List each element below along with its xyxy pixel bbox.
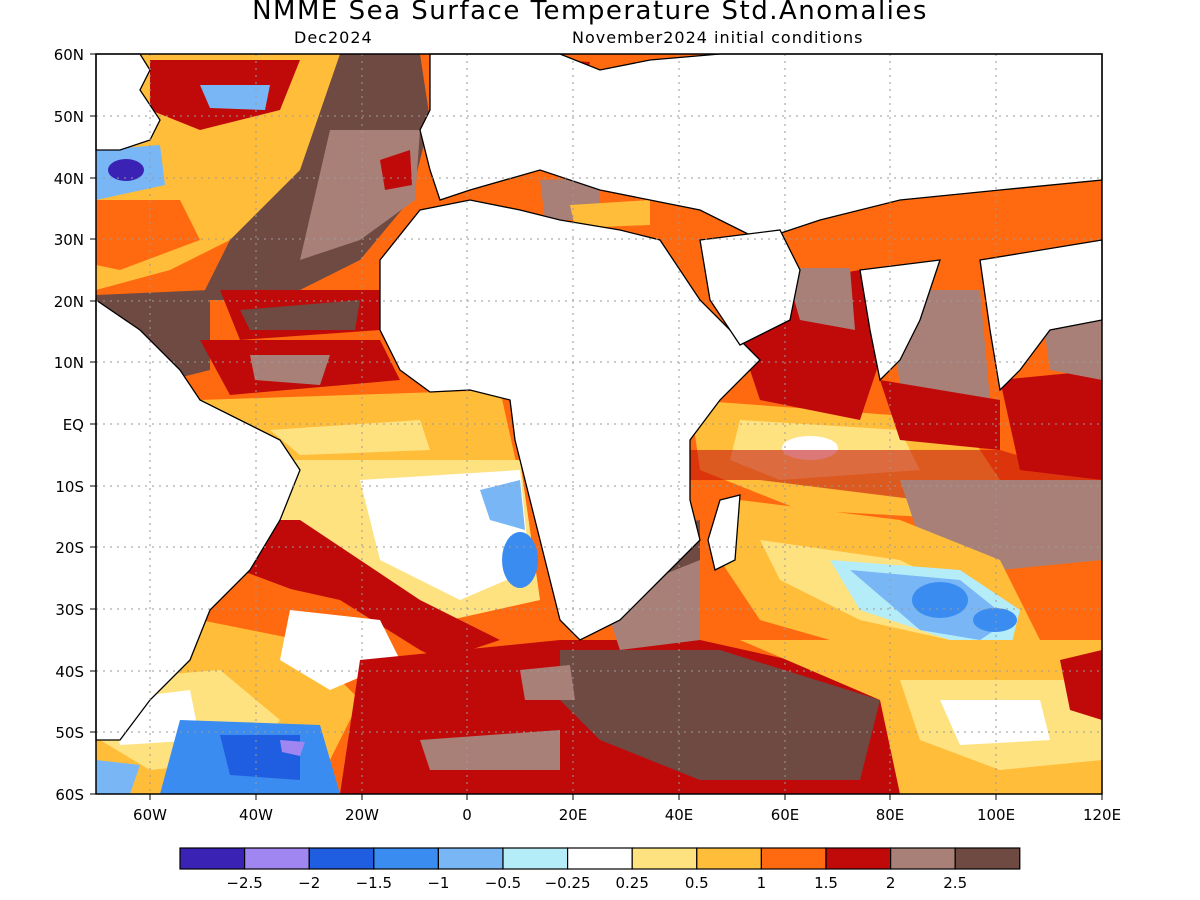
lat-label: 30N <box>54 231 84 249</box>
lon-label: 60W <box>133 806 167 824</box>
colorbar-swatch <box>244 847 310 870</box>
lon-label: 20E <box>559 806 588 824</box>
colorbar-swatch <box>631 847 698 870</box>
lon-label: 100E <box>977 806 1015 824</box>
lat-label: 60N <box>54 46 84 64</box>
colorbar-swatch <box>566 847 633 870</box>
lon-label: 40E <box>665 806 694 824</box>
colorbar-label: −0.25 <box>545 874 591 892</box>
latitude-labels: 60N 50N 40N 30N 20N 10N EQ 10S 20S 30S 4… <box>54 46 84 804</box>
colorbar-label: −2 <box>298 874 320 892</box>
lat-label: 20S <box>55 539 84 557</box>
colorbar-label: 2.5 <box>943 874 967 892</box>
colorbar-label: −1 <box>427 874 449 892</box>
axis-ticks <box>90 53 1103 800</box>
lon-label: 0 <box>462 806 472 824</box>
colorbar-label: −1.5 <box>356 874 392 892</box>
lon-label: 40W <box>239 806 273 824</box>
graticule <box>96 54 1102 794</box>
colorbar-swatch <box>373 847 439 870</box>
lat-label: EQ <box>63 416 84 434</box>
lat-label: 10N <box>54 354 84 372</box>
lat-label: 60S <box>55 786 84 804</box>
forecast-month: Dec2024 <box>294 28 373 47</box>
colorbar-label: −2.5 <box>226 874 262 892</box>
colorbar-label: 1 <box>757 874 767 892</box>
colorbar-swatch <box>696 847 762 870</box>
map-title: NMME Sea Surface Temperature Std.Anomali… <box>252 0 928 26</box>
colorbar-swatch <box>760 847 827 870</box>
colorbar-swatch <box>179 847 246 870</box>
colorbar-label: 1.5 <box>814 874 838 892</box>
lat-label: 30S <box>55 601 84 619</box>
lat-label: 10S <box>55 478 84 496</box>
colorbar-swatch <box>437 847 504 870</box>
lat-label: 20N <box>54 293 84 311</box>
initial-conditions: November2024 initial conditions <box>572 28 864 47</box>
colorbar-swatch <box>308 847 375 870</box>
lat-label: 50N <box>54 108 84 126</box>
lat-label: 40S <box>55 663 84 681</box>
colorbar-label: 2 <box>886 874 896 892</box>
colorbar-label: −0.5 <box>485 874 521 892</box>
colorbar-swatch <box>825 847 892 870</box>
colorbar-label: 0.25 <box>615 874 648 892</box>
colorbar-swatch <box>502 847 569 870</box>
colorbar-labels: −2.5 −2 −1.5 −1 −0.5 −0.25 0.25 0.5 1 1.5 2 2.5 <box>226 874 967 892</box>
lon-label: 80E <box>876 806 905 824</box>
colorbar-swatch <box>954 847 1021 870</box>
colorbar-label: 0.5 <box>685 874 709 892</box>
lon-label: 60E <box>771 806 800 824</box>
lon-label: 20W <box>345 806 379 824</box>
colorbar: −2.5 −2 −1.5 −1 −0.5 −0.25 0.25 0.5 1 1.5 2 2.5 <box>179 847 1021 892</box>
lat-label: 40N <box>54 170 84 188</box>
colorbar-swatches <box>179 847 1021 870</box>
longitude-labels: 60W 40W 20W 0 20E 40E 60E 80E 100E 120E <box>133 806 1121 824</box>
colorbar-swatch <box>889 847 956 870</box>
lat-label: 50S <box>55 724 84 742</box>
lon-label: 120E <box>1083 806 1121 824</box>
